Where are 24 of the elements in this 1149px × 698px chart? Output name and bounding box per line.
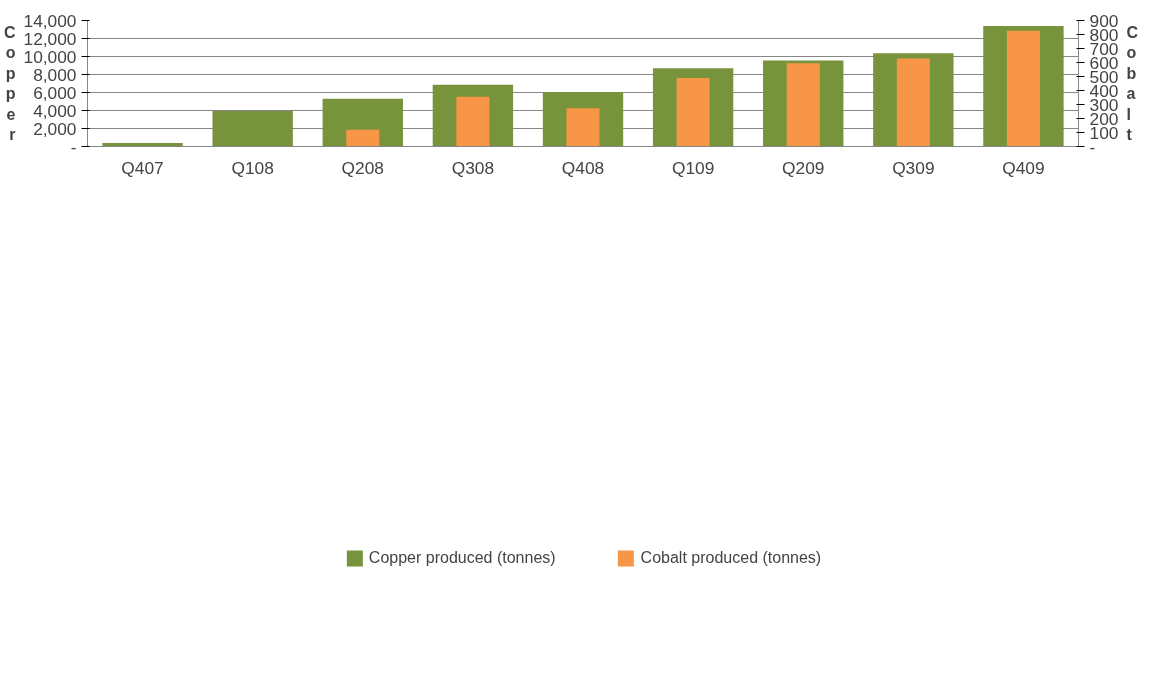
bar: [212, 110, 293, 147]
x-tick-label: Q409: [1002, 157, 1045, 178]
y-tick-label: 2,000: [33, 118, 77, 139]
x-tick-label: Q308: [451, 157, 495, 178]
x-tick-label: Q109: [671, 157, 715, 178]
y-tick-label: 4,000: [33, 100, 77, 121]
bar: [346, 129, 380, 147]
x-tick-label: Q209: [782, 157, 825, 178]
y-tick-label: 8,000: [33, 64, 77, 85]
y-tick-label: 10,000: [23, 46, 77, 67]
x-tick-label: Q309: [892, 157, 935, 178]
y2-axis-title: Cobalt: [1126, 24, 1139, 143]
x-tick-label: Q408: [561, 157, 605, 178]
x-tick-label: Q208: [341, 157, 384, 178]
legend-label: Cobalt produced (tonnes): [640, 548, 822, 567]
y-tick-label: 6,000: [33, 82, 77, 103]
y-tick-label: 12,000: [23, 28, 77, 49]
y-tick-label: -: [70, 136, 77, 157]
x-tick-label: Q108: [231, 157, 274, 178]
legend-label: Copper produced (tonnes): [368, 548, 556, 567]
y-tick-label: 14,000: [23, 10, 77, 31]
x-tick-label: Q407: [121, 157, 164, 178]
y-axis-title: Copper: [3, 24, 16, 143]
bar: [566, 108, 600, 147]
